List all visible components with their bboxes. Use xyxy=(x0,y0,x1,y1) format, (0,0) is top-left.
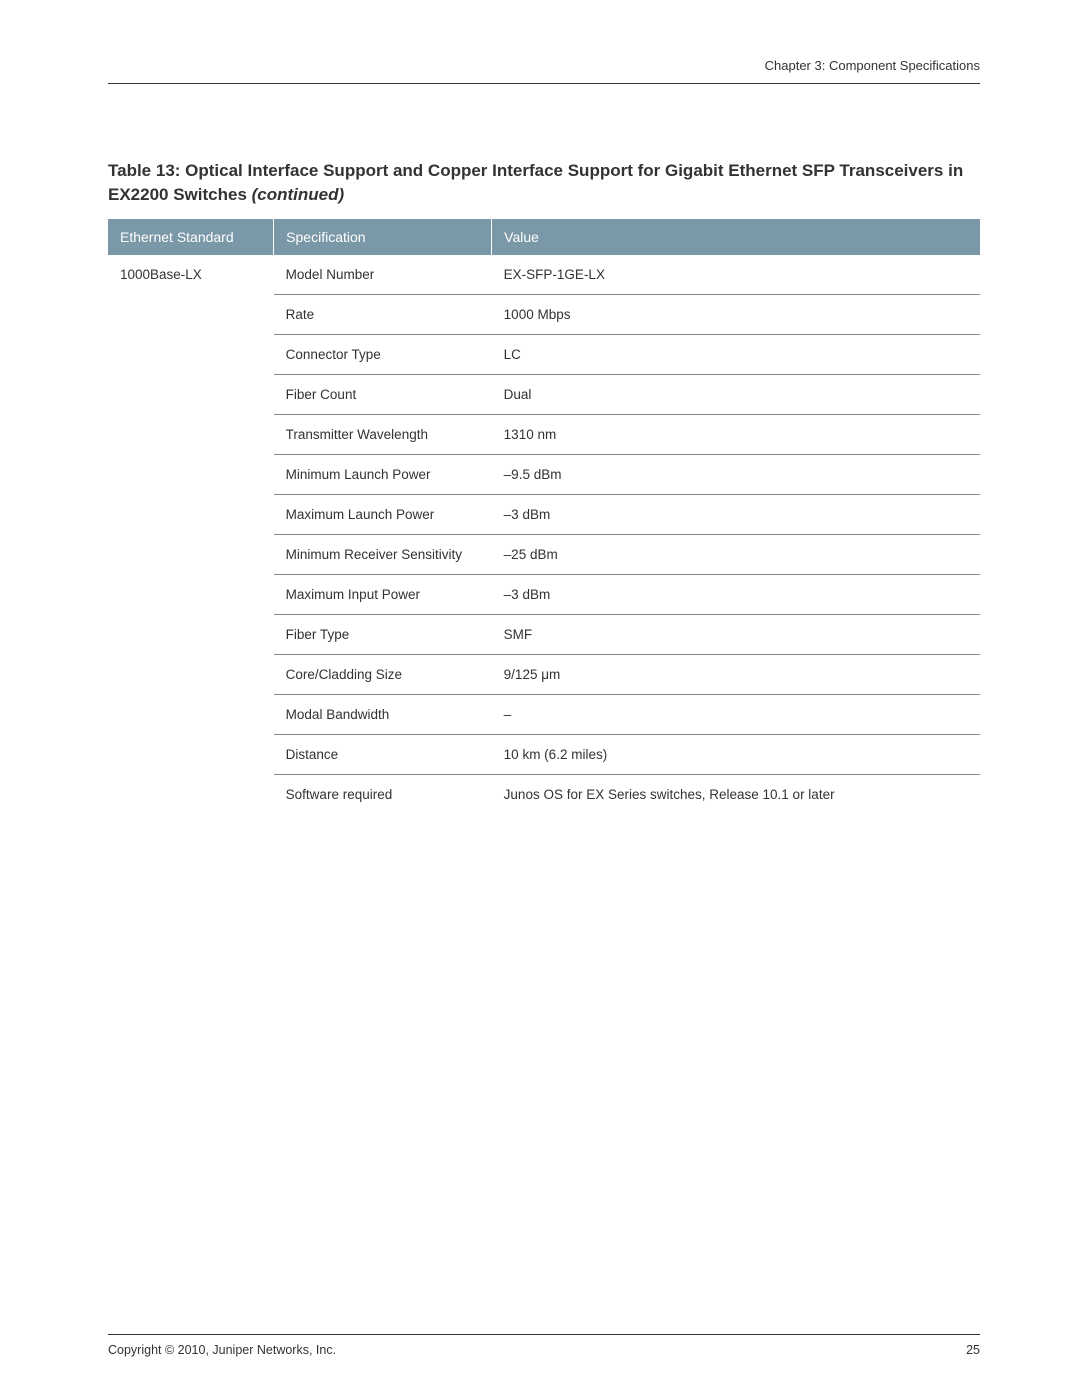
cell-value: –9.5 dBm xyxy=(492,454,980,494)
table-title: Table 13: Optical Interface Support and … xyxy=(108,159,980,207)
cell-value: SMF xyxy=(492,614,980,654)
cell-value: Junos OS for EX Series switches, Release… xyxy=(492,774,980,814)
cell-value: –3 dBm xyxy=(492,574,980,614)
table-row: 1000Base-LX Model Number EX-SFP-1GE-LX xyxy=(108,255,980,295)
cell-value: 9/125 μm xyxy=(492,654,980,694)
col-header-spec: Specification xyxy=(274,219,492,255)
table-title-continued: (continued) xyxy=(252,185,345,204)
cell-spec: Software required xyxy=(274,774,492,814)
table-header-row: Ethernet Standard Specification Value xyxy=(108,219,980,255)
cell-spec: Distance xyxy=(274,734,492,774)
cell-value: LC xyxy=(492,334,980,374)
cell-spec: Minimum Launch Power xyxy=(274,454,492,494)
cell-spec: Core/Cladding Size xyxy=(274,654,492,694)
cell-spec: Fiber Count xyxy=(274,374,492,414)
cell-value: EX-SFP-1GE-LX xyxy=(492,255,980,295)
cell-spec: Rate xyxy=(274,294,492,334)
col-header-value: Value xyxy=(492,219,980,255)
cell-spec: Modal Bandwidth xyxy=(274,694,492,734)
cell-value: –3 dBm xyxy=(492,494,980,534)
cell-value: Dual xyxy=(492,374,980,414)
cell-spec: Minimum Receiver Sensitivity xyxy=(274,534,492,574)
page-header: Chapter 3: Component Specifications xyxy=(108,58,980,84)
spec-table: Ethernet Standard Specification Value 10… xyxy=(108,219,980,814)
cell-spec: Transmitter Wavelength xyxy=(274,414,492,454)
cell-spec: Maximum Input Power xyxy=(274,574,492,614)
table-body: 1000Base-LX Model Number EX-SFP-1GE-LX R… xyxy=(108,255,980,814)
cell-standard: 1000Base-LX xyxy=(108,255,274,814)
cell-value: 1000 Mbps xyxy=(492,294,980,334)
copyright-text: Copyright © 2010, Juniper Networks, Inc. xyxy=(108,1343,336,1357)
cell-value: –25 dBm xyxy=(492,534,980,574)
page-footer: Copyright © 2010, Juniper Networks, Inc.… xyxy=(108,1334,980,1357)
cell-spec: Fiber Type xyxy=(274,614,492,654)
chapter-label: Chapter 3: Component Specifications xyxy=(765,58,980,73)
cell-spec: Model Number xyxy=(274,255,492,295)
cell-value: – xyxy=(492,694,980,734)
col-header-standard: Ethernet Standard xyxy=(108,219,274,255)
page-number: 25 xyxy=(966,1343,980,1357)
cell-spec: Connector Type xyxy=(274,334,492,374)
table-title-prefix: Table 13: Optical Interface Support and … xyxy=(108,161,963,204)
cell-value: 1310 nm xyxy=(492,414,980,454)
cell-value: 10 km (6.2 miles) xyxy=(492,734,980,774)
cell-spec: Maximum Launch Power xyxy=(274,494,492,534)
